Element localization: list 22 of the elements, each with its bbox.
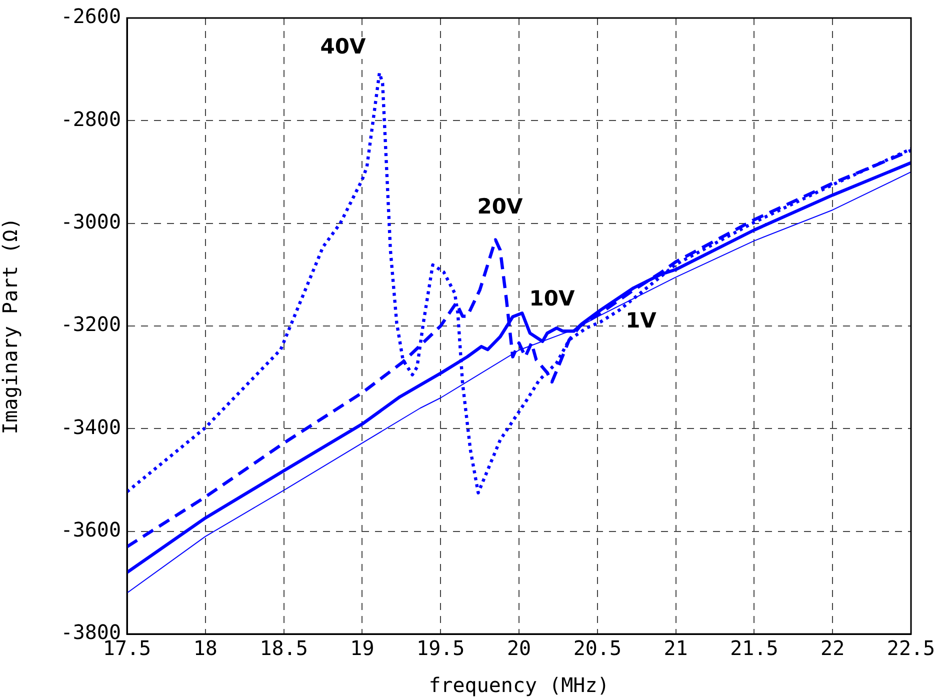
series-label: 20V <box>477 194 524 218</box>
x-tick-label: 20 <box>506 636 532 660</box>
x-tick-label: 21 <box>664 636 688 660</box>
series-label: 10V <box>529 286 576 310</box>
x-tick-label: 19 <box>350 636 374 660</box>
x-tick-label: 19.5 <box>416 636 465 660</box>
y-tick-label: -3600 <box>60 518 121 542</box>
x-axis-title: frequency (MHz) <box>428 673 610 698</box>
y-axis-title: Imaginary Part (Ω) <box>0 218 22 434</box>
x-tick-label: 21.5 <box>730 636 778 660</box>
x-tick-label: 22 <box>820 636 845 660</box>
x-tick-label: 20.5 <box>573 636 622 660</box>
y-tick-label: -2800 <box>60 106 121 131</box>
y-tick-label: -3400 <box>60 414 121 439</box>
x-tick-label: 22.5 <box>886 636 936 660</box>
y-tick-label: -3200 <box>60 312 121 336</box>
x-tick-label: 18.5 <box>260 636 308 660</box>
series-label: 1V <box>626 308 658 332</box>
y-tick-label: -3000 <box>60 210 121 234</box>
x-tick-label: 18 <box>193 636 218 660</box>
y-tick-label: -2600 <box>60 4 121 28</box>
series-label: 40V <box>320 34 366 58</box>
